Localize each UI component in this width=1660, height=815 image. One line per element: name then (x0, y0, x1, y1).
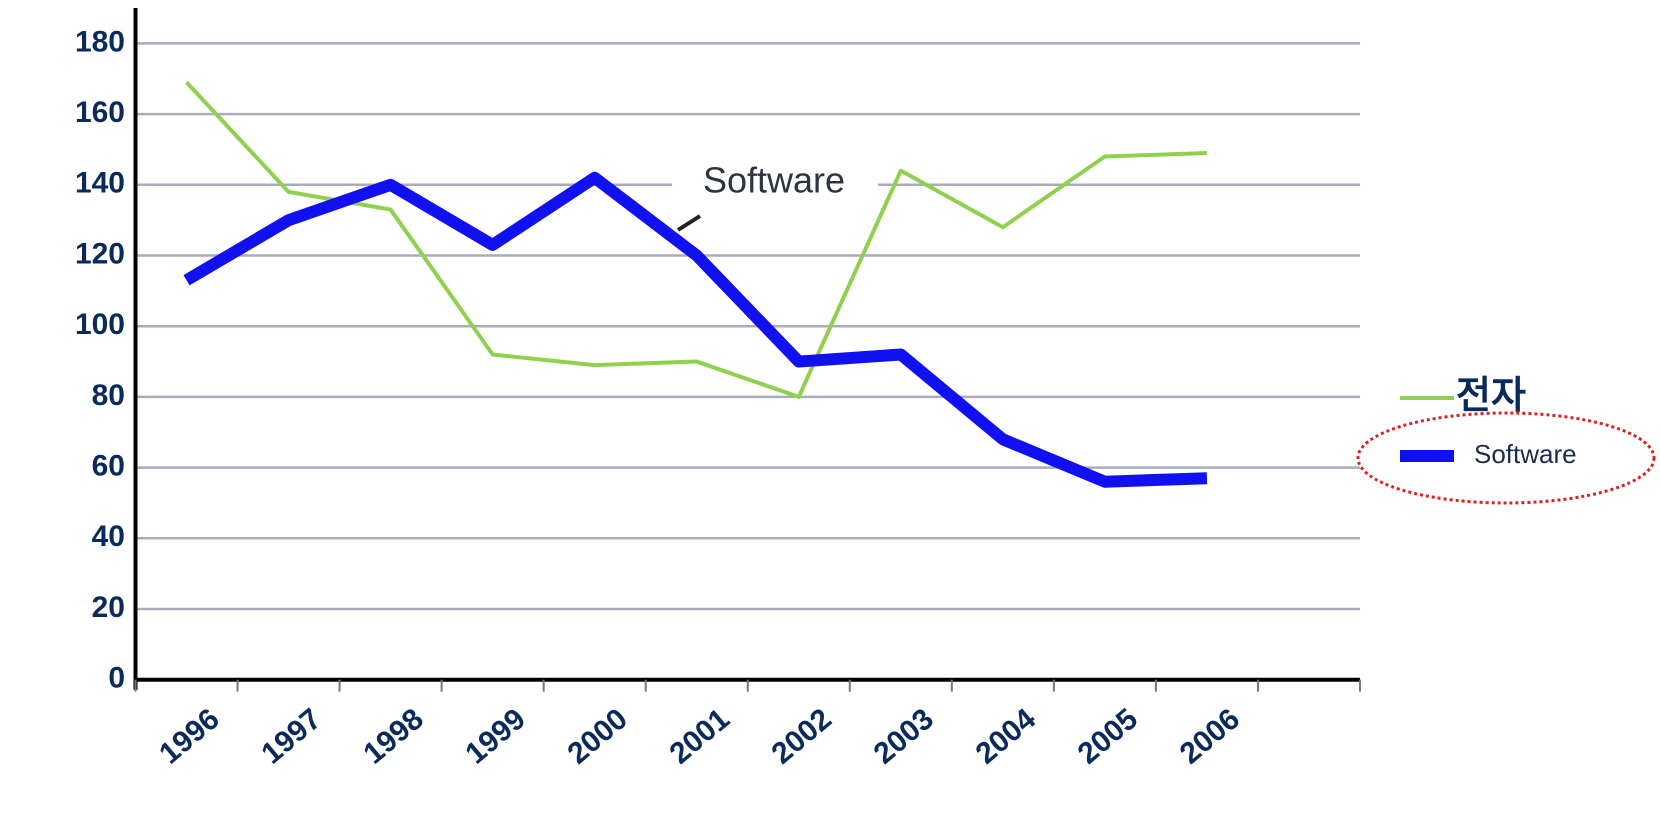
x-tick-label: 2003 (868, 702, 940, 770)
legend-label: 전자 (1456, 375, 1526, 417)
y-tick-label: 160 (75, 96, 125, 129)
y-tick-label: 40 (92, 520, 125, 553)
annotation-leader (676, 214, 702, 232)
x-tick-label: 2001 (664, 702, 736, 770)
y-tick-label: 180 (75, 25, 125, 58)
y-tick-label: 20 (92, 591, 125, 624)
x-tick-label: 1996 (153, 702, 225, 770)
highlight-ellipse (1356, 411, 1656, 505)
y-tick-label: 120 (75, 237, 125, 270)
series-line (185, 80, 1208, 399)
y-tick-label: 0 (108, 662, 125, 695)
series-line (183, 171, 1208, 488)
legend-label: Software (1474, 439, 1577, 469)
x-tick-label: 2000 (562, 702, 634, 770)
y-tick-label: 80 (92, 379, 125, 412)
x-tick-label: 2002 (766, 702, 838, 770)
y-tick-label: 100 (75, 308, 125, 341)
y-tick-label: 60 (92, 450, 125, 483)
annotation: Software (703, 160, 845, 201)
x-tick-label: 2006 (1174, 702, 1246, 770)
x-tick-label: 1998 (357, 702, 429, 770)
x-tick-label: 1997 (255, 702, 327, 770)
annotation-box (672, 156, 878, 210)
x-tick-label: 1999 (459, 702, 531, 770)
y-tick-label: 140 (75, 167, 125, 200)
x-tick-label: 2005 (1072, 702, 1144, 770)
x-tick-label: 2004 (970, 702, 1043, 770)
